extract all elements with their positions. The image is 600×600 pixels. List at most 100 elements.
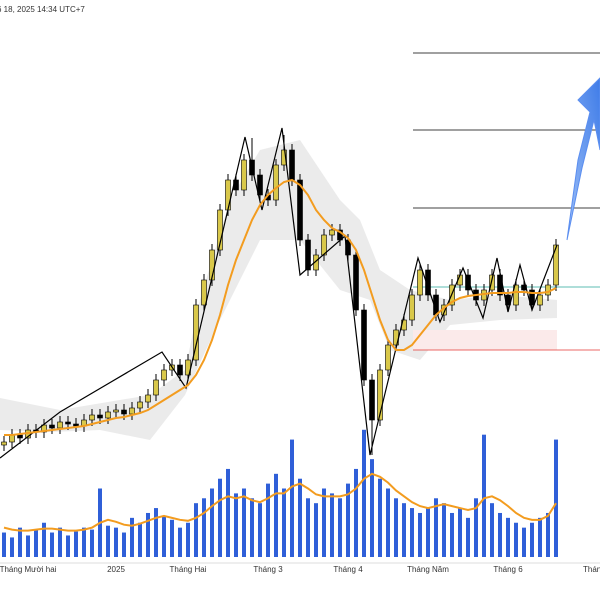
volume-bar [162,515,166,557]
x-tick-label: Tháng 4 [333,565,363,574]
volume-bar [306,498,310,557]
candle-body [161,369,167,381]
candle-body [1,441,7,446]
candle-body [537,294,543,306]
volume-bar [146,512,150,557]
volume-bar [314,503,318,557]
candle-body [321,234,327,256]
volume-bar [250,498,254,557]
volume-bar [370,459,374,557]
candle-body [385,344,391,371]
volume-bar [82,527,86,557]
candle-body [273,164,279,201]
x-tick-label: Tháng 6 [493,565,523,574]
volume-bar [58,527,62,557]
candle-body [289,149,295,181]
candle-body [257,174,263,196]
volume-bar [154,508,158,557]
volume-bar [130,517,134,557]
volume-bar [2,532,6,557]
candle-body [97,414,103,419]
moving-average [4,178,557,436]
volume-bar [202,498,206,557]
volume-bar [138,522,142,557]
volume-bar [354,468,358,557]
volume-bar [554,439,558,557]
candle-body [89,414,95,421]
x-tick-label: Tháng [583,565,600,574]
volume-bar [450,512,454,557]
volume-bar [474,498,478,557]
volume-bar [18,527,22,557]
volume-bar [290,439,294,557]
volume-bar [506,517,510,557]
volume-bar [346,483,350,557]
volume-bar [74,531,78,557]
volume-bar [386,488,390,557]
volume-bar [122,532,126,557]
volume-bar [242,488,246,557]
volume-bar [194,503,198,557]
candle-body [281,149,287,166]
candle-body [73,423,79,427]
candle-body [113,409,119,413]
volume-bar [282,488,286,557]
candle-body [489,274,495,291]
candle-body [369,379,375,421]
candle-body [329,229,335,236]
candle-body [553,244,559,286]
volume-bar [530,522,534,557]
volume-bar [378,478,382,557]
zigzag [0,127,558,459]
volume-bar [210,488,214,557]
candle-body [17,434,23,439]
candle-body [65,421,71,425]
candle-body [545,284,551,296]
volume-bar [42,522,46,557]
candle-body [513,284,519,306]
candle-body [49,424,55,429]
volume-bar [418,512,422,557]
volume-bar [426,508,430,557]
volume-bar [522,527,526,557]
candle-body [201,279,207,306]
volume-bar [402,503,406,557]
volume-bar [298,478,302,557]
candle-body [241,159,247,191]
candle-body [377,369,383,421]
volume-bar [10,537,14,557]
volume-bar [234,493,238,557]
volume-bar [482,434,486,557]
volume-bar [90,529,94,557]
candle-body [353,254,359,311]
volume-bar [218,478,222,557]
volume-bar [26,535,30,557]
candle-body [297,179,303,241]
volume-bar [266,483,270,557]
candle-body [345,239,351,256]
arrow [566,77,600,241]
x-tick-label: 2025 [107,565,125,574]
header: 6 18, 2025 14:34 UTC+7 [0,5,85,14]
volume-bar [114,527,118,557]
volume-bar [322,488,326,557]
candle-body [121,409,127,415]
volume-bar [434,498,438,557]
candle-body [217,209,223,251]
volume-bar [178,527,182,557]
volume-bar [226,468,230,557]
volume-bar [490,503,494,557]
volume-bar [274,473,278,557]
volume-bar [442,503,446,557]
candle-body [105,411,111,419]
volume-bar [330,493,334,557]
candle-body [153,379,159,396]
volume-bar [338,498,342,557]
volume-bar [538,517,542,557]
volume-bar [498,512,502,557]
candle-body [57,421,63,429]
candle-body [417,269,423,296]
volume-bar [258,503,262,557]
volume-bar [186,522,190,557]
x-tick-label: Tháng Hai [170,565,207,574]
